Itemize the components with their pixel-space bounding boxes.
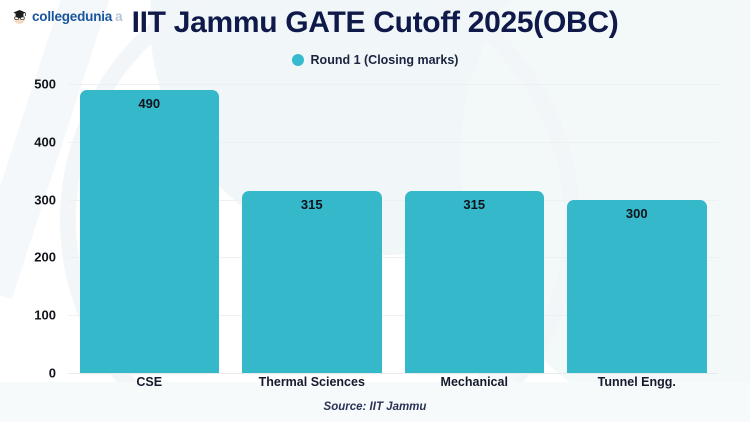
source-note: Source: IIT Jammu bbox=[323, 401, 427, 413]
chart-header: collegedunia a IIT Jammu GATE Cutoff 202… bbox=[0, 0, 750, 52]
x-axis-tick-label: Tunnel Engg. bbox=[597, 375, 676, 389]
bar-value-label: 315 bbox=[463, 196, 486, 212]
collegedunia-logo[interactable]: collegedunia a bbox=[10, 7, 123, 26]
bar-group: 300 bbox=[567, 84, 707, 373]
bar[interactable] bbox=[404, 190, 544, 373]
legend-item-label: Round 1 (Closing marks) bbox=[310, 53, 459, 67]
gridline bbox=[68, 257, 718, 259]
bar-value-label: 300 bbox=[625, 205, 648, 221]
bar-group: 490 bbox=[79, 84, 219, 373]
bar-value-label: 315 bbox=[300, 196, 323, 212]
graduation-cap-avatar-icon bbox=[13, 9, 26, 24]
brand-name: collegedunia bbox=[32, 8, 113, 24]
gridline bbox=[68, 199, 718, 201]
brand-name-tail: a bbox=[115, 8, 123, 24]
bar[interactable] bbox=[567, 199, 707, 373]
bar-group: 315 bbox=[404, 84, 544, 373]
gridline bbox=[68, 84, 718, 85]
x-axis-tick-label: CSE bbox=[136, 375, 163, 389]
bar-series: 490 315 315 300 bbox=[68, 84, 718, 373]
bar-group: 315 bbox=[242, 84, 382, 373]
y-axis-tick-label: 400 bbox=[34, 134, 56, 150]
bar-value-label: 490 bbox=[138, 95, 161, 111]
legend-color-swatch bbox=[291, 54, 304, 66]
y-axis: 0 100 200 300 400 500 bbox=[10, 77, 56, 381]
y-axis-tick-label: 0 bbox=[48, 365, 56, 381]
x-axis-tick-label: Mechanical bbox=[440, 375, 508, 389]
bar[interactable] bbox=[79, 89, 219, 373]
gridline bbox=[68, 141, 718, 143]
bar[interactable] bbox=[242, 190, 382, 373]
y-axis-tick-label: 100 bbox=[34, 307, 56, 323]
chart-title: IIT Jammu GATE Cutoff 2025(OBC) bbox=[131, 6, 619, 39]
chart-legend: Round 1 (Closing marks) bbox=[0, 53, 750, 67]
gridline bbox=[68, 373, 718, 374]
y-axis-tick-label: 200 bbox=[34, 249, 56, 265]
y-axis-tick-label: 500 bbox=[34, 76, 56, 92]
y-axis-tick-label: 300 bbox=[34, 192, 56, 208]
gridline bbox=[68, 315, 718, 317]
plot-area bbox=[68, 84, 718, 374]
x-axis: CSE Thermal Sciences Mechanical Tunnel Engg… bbox=[68, 375, 718, 395]
x-axis-tick-label: Thermal Sciences bbox=[258, 375, 365, 389]
